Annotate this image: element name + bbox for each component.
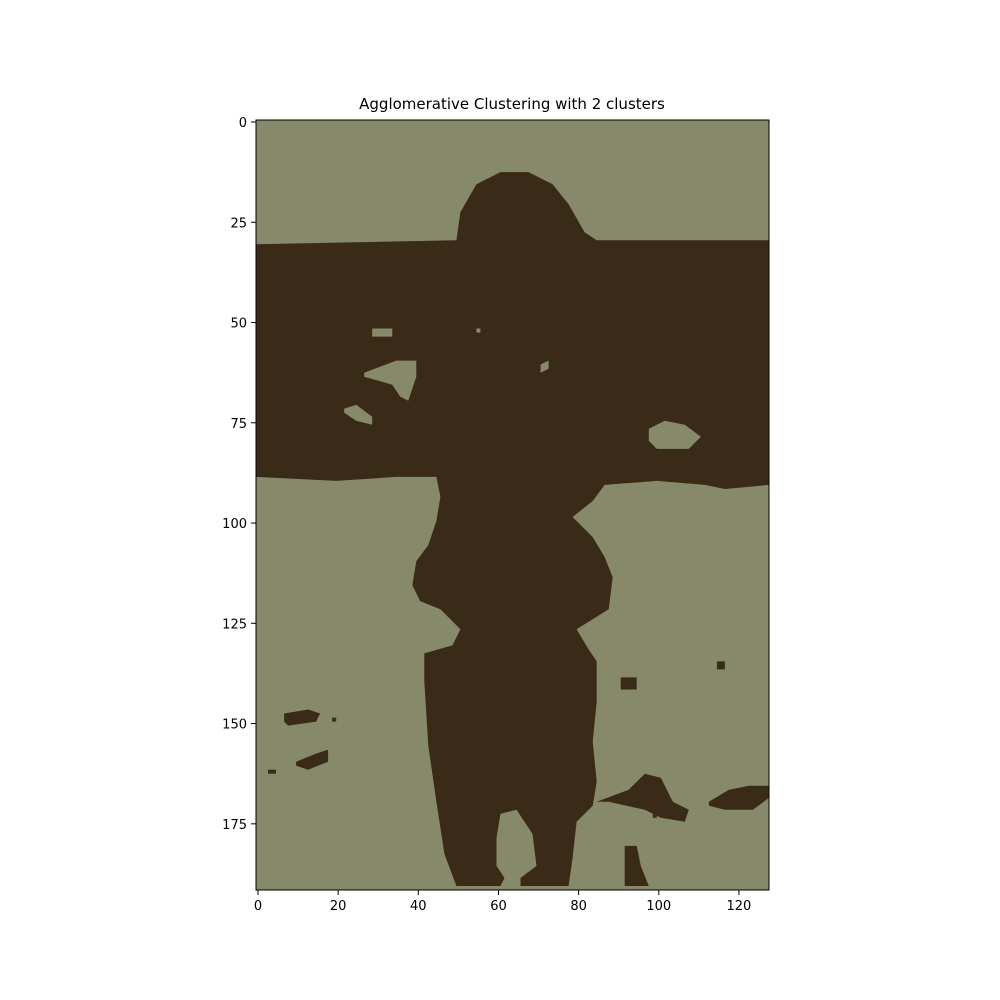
x-tick-label: 100 xyxy=(646,899,671,914)
x-tick-label: 20 xyxy=(330,899,347,914)
y-tick-label: 75 xyxy=(230,417,247,432)
y-tick-label: 150 xyxy=(222,718,247,733)
cluster-light-patch xyxy=(344,404,373,425)
cluster-light-patch xyxy=(364,360,417,401)
cluster-light-patch xyxy=(648,420,701,449)
cluster-dark-patch xyxy=(284,709,321,726)
cluster-dark-patch xyxy=(332,717,337,722)
cluster-dark-patch xyxy=(296,749,329,770)
cluster-light-patch xyxy=(476,328,481,333)
x-tick-label: 80 xyxy=(570,899,587,914)
cluster-dark-patch xyxy=(268,769,276,774)
y-axis: 0 25 50 75 100 125 150 175 xyxy=(222,116,256,833)
chart-title: Agglomerative Clustering with 2 clusters xyxy=(359,95,665,113)
cluster-dark-region xyxy=(256,172,769,887)
x-tick-label: 60 xyxy=(490,899,507,914)
y-tick-label: 125 xyxy=(222,617,247,632)
y-tick-label: 50 xyxy=(230,317,247,332)
x-tick-label: 40 xyxy=(410,899,427,914)
cluster-light-patch xyxy=(540,360,549,373)
cluster-dark-patch xyxy=(708,785,769,810)
cluster-dark-patch xyxy=(620,677,637,690)
x-axis: 0 20 40 60 80 100 120 xyxy=(254,890,751,914)
heatmap-image xyxy=(256,120,769,890)
y-tick-label: 100 xyxy=(222,517,247,532)
cluster-dark-patch xyxy=(716,661,725,670)
cluster-light-patch xyxy=(372,328,393,337)
y-tick-label: 175 xyxy=(222,818,247,833)
x-tick-label: 120 xyxy=(727,899,752,914)
plot-frame xyxy=(255,119,770,891)
cluster-dark-patch xyxy=(596,773,689,822)
y-tick-label: 0 xyxy=(239,116,247,131)
cluster-dark-patch xyxy=(652,813,657,818)
plot-area xyxy=(255,119,770,891)
cluster-dark-patch xyxy=(624,845,649,886)
x-tick-label: 0 xyxy=(254,899,262,914)
y-tick-label: 25 xyxy=(230,216,247,231)
